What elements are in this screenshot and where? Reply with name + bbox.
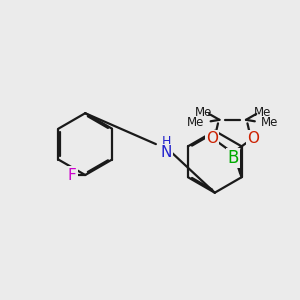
Text: N: N	[160, 146, 172, 160]
Text: Me: Me	[254, 106, 271, 119]
Text: H: H	[161, 135, 171, 148]
Text: Me: Me	[188, 116, 205, 129]
Text: O: O	[247, 131, 259, 146]
Text: Me: Me	[261, 116, 278, 129]
Text: B: B	[227, 149, 238, 167]
Text: Me: Me	[195, 106, 212, 119]
Text: F: F	[68, 167, 76, 182]
Text: O: O	[206, 131, 218, 146]
